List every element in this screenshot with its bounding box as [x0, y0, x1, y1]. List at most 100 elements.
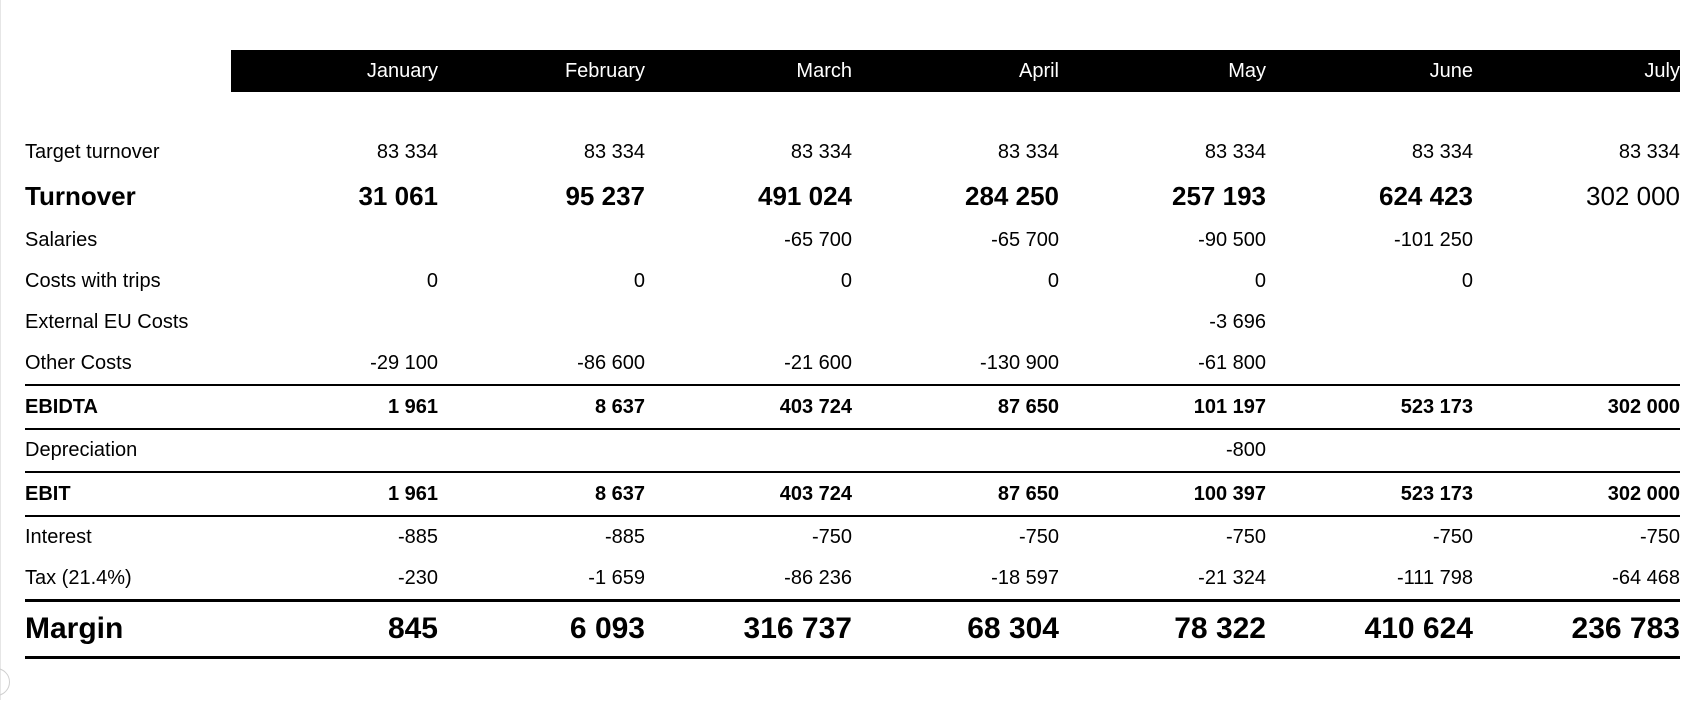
value-cell[interactable]: -90 500 — [1198, 229, 1266, 251]
value-cell[interactable]: -130 900 — [980, 352, 1059, 374]
value-cell[interactable]: 83 334 — [376, 140, 438, 163]
value-cell[interactable]: 410 624 — [1266, 599, 1473, 659]
value-cell[interactable] — [438, 220, 645, 261]
value-cell[interactable]: 68 304 — [852, 599, 1059, 659]
row-label[interactable]: Margin — [25, 599, 231, 659]
value-cell[interactable] — [645, 428, 852, 472]
value-cell[interactable]: -21 600 — [784, 352, 852, 374]
value-cell[interactable]: 0 — [1461, 270, 1473, 292]
value-cell[interactable] — [231, 428, 438, 472]
value-cell[interactable] — [645, 302, 852, 343]
value-cell[interactable]: 87 650 — [852, 384, 1059, 429]
value-cell[interactable]: -3 696 — [1209, 311, 1266, 333]
value-cell[interactable]: -885 — [438, 515, 645, 558]
empty-cell[interactable] — [645, 92, 852, 132]
month-header-may[interactable]: May — [1059, 50, 1266, 92]
value-cell[interactable]: 0 — [1254, 270, 1266, 292]
value-cell[interactable]: 523 173 — [1266, 471, 1473, 516]
value-cell[interactable]: 8 637 — [438, 471, 645, 516]
value-cell[interactable]: -18 597 — [991, 567, 1059, 589]
month-header-january[interactable]: January — [231, 50, 438, 92]
value-cell[interactable] — [1473, 302, 1680, 343]
row-label[interactable]: Other Costs — [25, 352, 132, 374]
value-cell[interactable]: 403 724 — [645, 384, 852, 429]
value-cell[interactable]: -1 659 — [588, 567, 645, 589]
empty-cell[interactable] — [1059, 92, 1266, 132]
value-cell[interactable]: 302 000 — [1473, 471, 1680, 516]
value-cell[interactable]: 302 000 — [1586, 180, 1680, 211]
value-cell[interactable]: 101 197 — [1059, 384, 1266, 429]
value-cell[interactable]: -29 100 — [370, 352, 438, 374]
value-cell[interactable] — [231, 302, 438, 343]
value-cell[interactable] — [1266, 302, 1473, 343]
value-cell[interactable]: 0 — [1047, 270, 1059, 292]
value-cell[interactable]: 257 193 — [1172, 180, 1266, 211]
value-cell[interactable] — [438, 428, 645, 472]
value-cell[interactable]: 83 334 — [583, 140, 645, 163]
value-cell[interactable]: -111 798 — [1397, 567, 1473, 589]
row-label[interactable]: Interest — [25, 515, 231, 558]
value-cell[interactable]: 316 737 — [645, 599, 852, 659]
header-corner-cell[interactable] — [25, 50, 231, 92]
value-cell[interactable]: -750 — [1473, 515, 1680, 558]
row-label[interactable]: EBIT — [25, 471, 231, 516]
value-cell[interactable]: 83 334 — [790, 140, 852, 163]
empty-cell[interactable] — [1473, 92, 1680, 132]
empty-cell[interactable] — [438, 92, 645, 132]
month-header-april[interactable]: April — [852, 50, 1059, 92]
value-cell[interactable]: -65 700 — [991, 229, 1059, 251]
month-header-march[interactable]: March — [645, 50, 852, 92]
value-cell[interactable]: 236 783 — [1473, 599, 1680, 659]
value-cell[interactable] — [1473, 428, 1680, 472]
value-cell[interactable]: 0 — [840, 270, 852, 292]
value-cell[interactable] — [1473, 261, 1680, 302]
value-cell[interactable] — [852, 428, 1059, 472]
empty-cell[interactable] — [852, 92, 1059, 132]
month-header-june[interactable]: June — [1266, 50, 1473, 92]
value-cell[interactable]: -885 — [231, 515, 438, 558]
empty-cell[interactable] — [231, 92, 438, 132]
value-cell[interactable] — [1473, 343, 1680, 385]
value-cell[interactable]: 1 961 — [231, 384, 438, 429]
value-cell[interactable]: 284 250 — [965, 180, 1059, 211]
value-cell[interactable]: 845 — [231, 599, 438, 659]
value-cell[interactable] — [1266, 343, 1473, 385]
value-cell[interactable]: 100 397 — [1059, 471, 1266, 516]
value-cell[interactable] — [231, 220, 438, 261]
row-label[interactable]: Target turnover — [25, 140, 160, 163]
value-cell[interactable]: 491 024 — [758, 180, 852, 211]
value-cell[interactable]: 8 637 — [438, 384, 645, 429]
value-cell[interactable]: -61 800 — [1198, 352, 1266, 374]
value-cell[interactable]: -64 468 — [1612, 567, 1680, 589]
value-cell[interactable]: 0 — [633, 270, 645, 292]
month-header-february[interactable]: February — [438, 50, 645, 92]
value-cell[interactable]: -750 — [1059, 515, 1266, 558]
month-header-july[interactable]: July — [1473, 50, 1680, 92]
value-cell[interactable]: -750 — [1266, 515, 1473, 558]
row-label[interactable]: Costs with trips — [25, 270, 161, 292]
value-cell[interactable]: 31 061 — [358, 180, 438, 211]
value-cell[interactable]: 83 334 — [997, 140, 1059, 163]
value-cell[interactable]: -750 — [852, 515, 1059, 558]
row-label[interactable]: External EU Costs — [25, 311, 189, 333]
value-cell[interactable]: -86 600 — [577, 352, 645, 374]
value-cell[interactable] — [852, 302, 1059, 343]
value-cell[interactable]: -65 700 — [784, 229, 852, 251]
value-cell[interactable]: 95 237 — [565, 180, 645, 211]
value-cell[interactable]: -230 — [397, 567, 438, 589]
value-cell[interactable]: 302 000 — [1473, 384, 1680, 429]
value-cell[interactable]: -800 — [1059, 428, 1266, 472]
empty-cell[interactable] — [25, 92, 231, 132]
value-cell[interactable]: 83 334 — [1618, 140, 1680, 163]
value-cell[interactable]: 87 650 — [852, 471, 1059, 516]
value-cell[interactable]: -750 — [645, 515, 852, 558]
value-cell[interactable]: 83 334 — [1204, 140, 1266, 163]
value-cell[interactable]: 624 423 — [1379, 180, 1473, 211]
value-cell[interactable]: 403 724 — [645, 471, 852, 516]
empty-cell[interactable] — [1266, 92, 1473, 132]
value-cell[interactable] — [1473, 220, 1680, 261]
value-cell[interactable]: -21 324 — [1198, 567, 1266, 589]
value-cell[interactable] — [438, 302, 645, 343]
row-label[interactable]: Depreciation — [25, 428, 231, 472]
value-cell[interactable]: 83 334 — [1411, 140, 1473, 163]
